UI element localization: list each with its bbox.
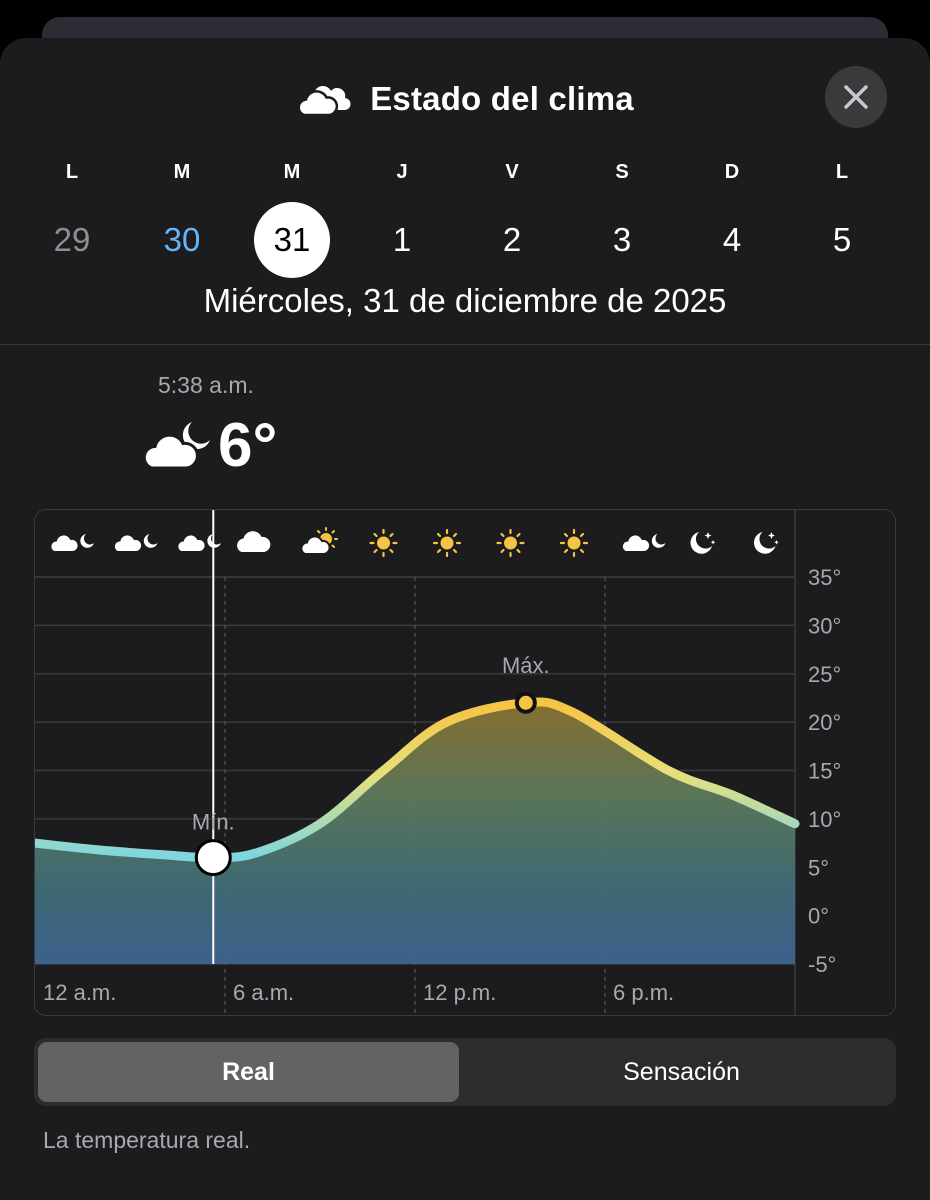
- y-tick-label: 25°: [808, 662, 841, 687]
- moon-stars-icon: [690, 532, 716, 554]
- close-button[interactable]: [825, 66, 887, 128]
- temperature-chart[interactable]: Mín. Máx. 35° 30° 25° 20° 15° 10° 5° 0° -5° 12 a.m.…: [34, 509, 896, 1016]
- y-tick-label: 20°: [808, 710, 841, 735]
- selected-date-label: Miércoles, 31 de diciembre de 2025: [203, 282, 727, 319]
- y-tick-label: -5°: [808, 952, 836, 977]
- day-abbreviation: V: [505, 161, 519, 183]
- day-29[interactable]: L 29: [32, 158, 112, 278]
- weather-sheet: [0, 38, 930, 1200]
- sun-icon: [496, 528, 525, 558]
- min-marker: [194, 839, 232, 877]
- sheet-title: Estado del clima: [370, 80, 634, 117]
- day-number: 31: [254, 202, 330, 278]
- day-abbreviation: L: [835, 161, 849, 183]
- cloud-moon-icon: [620, 533, 666, 553]
- current-temperature: 6°: [218, 411, 278, 480]
- x-tick-label: 6 a.m.: [233, 980, 294, 1005]
- y-tick-label: 15°: [808, 759, 841, 784]
- day-abbreviation: D: [724, 161, 740, 183]
- day-abbreviation: M: [283, 161, 301, 183]
- max-marker: [514, 691, 537, 714]
- mode-description: La temperatura real.: [43, 1127, 251, 1153]
- temperature-line: [35, 697, 800, 863]
- cloud-moon-icon: [142, 422, 210, 470]
- day-31[interactable]: M 31: [252, 158, 332, 278]
- day-number: 30: [163, 221, 201, 258]
- temperature-area: [35, 702, 795, 964]
- sun-icon: [559, 528, 589, 558]
- cloud-icon: [297, 86, 351, 117]
- current-conditions: 6°: [140, 415, 277, 477]
- divider: [0, 344, 930, 345]
- y-tick-label: 10°: [808, 807, 841, 832]
- cloud-moon-icon: [49, 533, 94, 553]
- min-label: Mín.: [192, 810, 235, 835]
- day-abbreviation: S: [615, 161, 629, 183]
- cloud-moon-icon: [112, 533, 158, 553]
- day-abbreviation: J: [396, 161, 408, 183]
- max-label: Máx.: [502, 653, 550, 678]
- day-abbreviation: L: [65, 161, 79, 183]
- day-number: 5: [832, 221, 852, 258]
- y-tick-label: 35°: [808, 565, 841, 590]
- toggle-sensacion[interactable]: Sensación: [623, 1058, 740, 1086]
- sun-icon: [432, 528, 462, 558]
- day-number: 4: [722, 221, 742, 258]
- sun-icon: [369, 528, 398, 558]
- temperature-mode-toggle: Real Sensación: [34, 1038, 896, 1106]
- temperature-chart-svg: Mín. Máx. 35° 30° 25° 20° 15° 10° 5° 0° -5° 12 a.m.…: [35, 510, 841, 1015]
- cloud-sun-icon: [300, 527, 338, 555]
- y-tick-label: 30°: [808, 613, 841, 638]
- day-number: 2: [502, 221, 522, 258]
- toggle-real[interactable]: Real: [38, 1042, 459, 1102]
- cloud-moon-icon: [176, 533, 221, 553]
- day-abbreviation: M: [173, 161, 191, 183]
- sheet-header: Estado del clima: [0, 78, 930, 120]
- y-tick-label: 5°: [808, 855, 829, 880]
- day-number: 29: [53, 221, 91, 258]
- day-number: 3: [612, 221, 632, 258]
- current-time: 5:38 a.m.: [158, 372, 254, 398]
- x-tick-label: 12 a.m.: [43, 980, 116, 1005]
- close-icon: [844, 85, 868, 109]
- y-tick-label: 0°: [808, 904, 829, 929]
- x-tick-label: 12 p.m.: [423, 980, 496, 1005]
- cloud-icon: [237, 531, 271, 552]
- x-tick-label: 6 p.m.: [613, 980, 674, 1005]
- moon-stars-icon: [754, 532, 779, 554]
- day-number: 1: [392, 221, 412, 258]
- day-30[interactable]: M 30: [142, 158, 222, 278]
